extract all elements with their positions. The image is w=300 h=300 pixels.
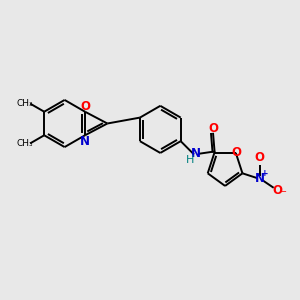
Text: +: + (261, 169, 269, 178)
Text: N: N (190, 147, 200, 160)
Text: CH₃: CH₃ (16, 139, 33, 148)
Text: O: O (208, 122, 218, 135)
Text: ⁻: ⁻ (280, 189, 286, 199)
Text: O: O (255, 151, 265, 164)
Text: O: O (272, 184, 283, 196)
Text: O: O (81, 100, 91, 113)
Text: H: H (186, 155, 194, 165)
Text: CH₃: CH₃ (16, 99, 33, 108)
Text: N: N (255, 172, 265, 185)
Text: N: N (80, 135, 90, 148)
Text: O: O (232, 146, 242, 159)
